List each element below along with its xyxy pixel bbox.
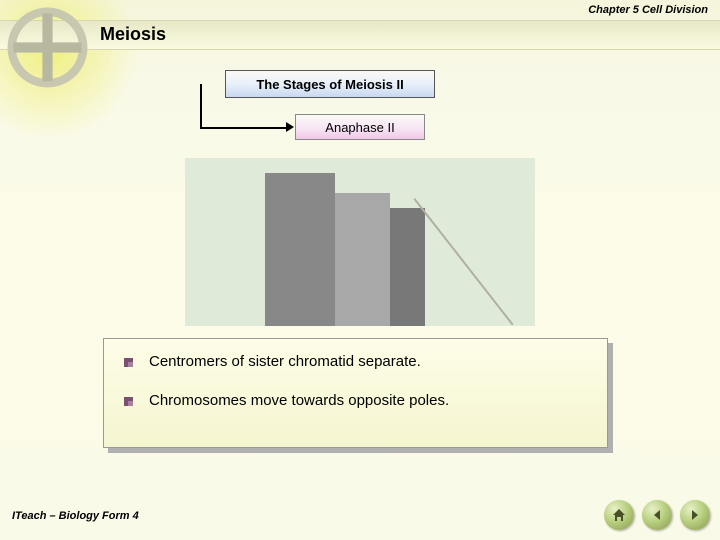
footer-label: ITeach – Biology Form 4 (12, 510, 139, 522)
diagram-title-text: The Stages of Meiosis II (256, 77, 403, 92)
prev-button[interactable] (642, 500, 672, 530)
arrowhead-icon (286, 122, 294, 132)
prev-icon (650, 508, 664, 522)
placeholder-shape (413, 198, 513, 325)
bullet-item: Chromosomes move towards opposite poles. (124, 392, 587, 409)
connector-line (200, 84, 225, 129)
next-icon (688, 508, 702, 522)
bullet-text: Chromosomes move towards opposite poles. (149, 392, 449, 409)
media-placeholder (185, 158, 535, 326)
connector-line (225, 127, 290, 129)
next-button[interactable] (680, 500, 710, 530)
bullet-text: Centromers of sister chromatid separate. (149, 353, 421, 370)
home-button[interactable] (604, 500, 634, 530)
home-icon (611, 507, 627, 523)
bullet-item: Centromers of sister chromatid separate. (124, 353, 587, 370)
diagram-title-box: The Stages of Meiosis II (225, 70, 435, 98)
placeholder-shape (265, 173, 335, 326)
logo-icon (5, 5, 90, 90)
placeholder-shape (390, 208, 425, 326)
bullets-box: Centromers of sister chromatid separate.… (103, 338, 608, 448)
bullet-marker-icon (124, 358, 133, 367)
bullet-marker-icon (124, 397, 133, 406)
chapter-label: Chapter 5 Cell Division (588, 4, 708, 16)
phase-box: Anaphase II (295, 114, 425, 140)
phase-label: Anaphase II (325, 120, 394, 135)
slide: Chapter 5 Cell Division Meiosis The Stag… (0, 0, 720, 540)
page-title: Meiosis (100, 24, 166, 45)
placeholder-shape (335, 193, 390, 326)
nav-controls (604, 500, 710, 530)
